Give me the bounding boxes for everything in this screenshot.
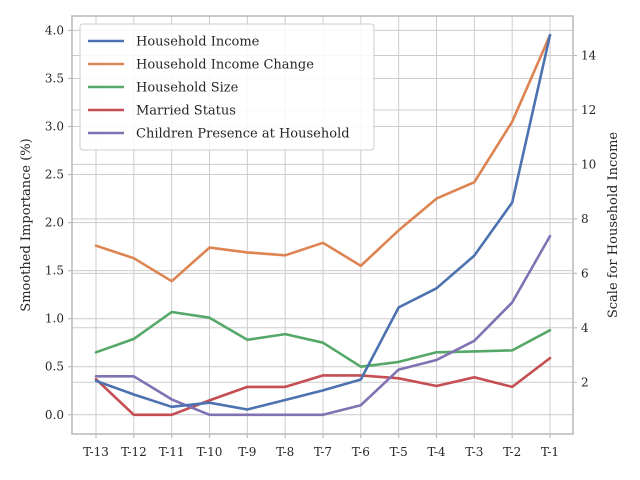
series-line-household-income-change — [94, 33, 552, 283]
x-tick-label: T-4 — [427, 445, 446, 459]
axis-ticks: T-13 T-12 T-11 T-10 T-9 T-8 T-7 T-6 T-5 T-4 T-3 T-2… — [45, 23, 597, 459]
y2-tick-label: 8 — [581, 212, 589, 226]
series-line-married-status — [94, 356, 552, 417]
x-tick-label: T-5 — [390, 445, 408, 459]
series-lines — [94, 33, 552, 417]
y-tick-label: 4.0 — [45, 23, 64, 37]
y2-axis-label: Scale for Household Income — [606, 132, 621, 319]
y-tick-label: 2.5 — [45, 168, 64, 182]
x-tick-label: T-6 — [352, 445, 370, 459]
x-tick-label: T-8 — [276, 445, 294, 459]
x-tick-label: T-1 — [541, 445, 559, 459]
legend: Household Income Household Income Change H… — [79, 23, 375, 151]
legend-label-household-size: Household Size — [136, 81, 239, 96]
y-tick-label: 3.5 — [45, 71, 64, 85]
x-tick-label: T-7 — [314, 445, 332, 459]
legend-label-children-presence-at-household: Children Presence at Household — [136, 127, 350, 142]
x-tick-label: T-2 — [503, 445, 521, 459]
legend-box — [79, 23, 375, 151]
y2-tick-label: 14 — [581, 48, 597, 62]
x-tick-label: T-12 — [121, 445, 147, 459]
x-tick-label: T-11 — [159, 445, 185, 459]
x-tick-label: T-9 — [238, 445, 256, 459]
y-tick-label: 1.0 — [45, 312, 64, 326]
series-line-household-income — [94, 33, 552, 411]
y2-tick-label: 12 — [581, 103, 596, 117]
y2-tick-label: 2 — [581, 375, 589, 389]
legend-label-household-income: Household Income — [136, 35, 260, 50]
x-tick-label: T-3 — [465, 445, 483, 459]
y-tick-label: 0.5 — [45, 360, 64, 374]
y2-tick-label: 10 — [581, 157, 596, 171]
series-line-household-size — [94, 310, 552, 369]
legend-label-household-income-change: Household Income Change — [136, 58, 314, 73]
y2-tick-label: 4 — [581, 321, 589, 335]
y-tick-label: 2.0 — [45, 216, 64, 230]
y2-tick-label: 6 — [581, 266, 589, 280]
series-line-children-presence-at-household — [94, 234, 552, 417]
y-tick-label: 3.0 — [45, 120, 64, 134]
y-axis-label: Smoothed Importance (%) — [19, 138, 34, 311]
x-tick-label: T-10 — [197, 445, 223, 459]
y-tick-label: 1.5 — [45, 264, 64, 278]
x-tick-label: T-13 — [83, 445, 109, 459]
y-tick-label: 0.0 — [45, 408, 64, 422]
legend-label-married-status: Married Status — [136, 104, 236, 119]
